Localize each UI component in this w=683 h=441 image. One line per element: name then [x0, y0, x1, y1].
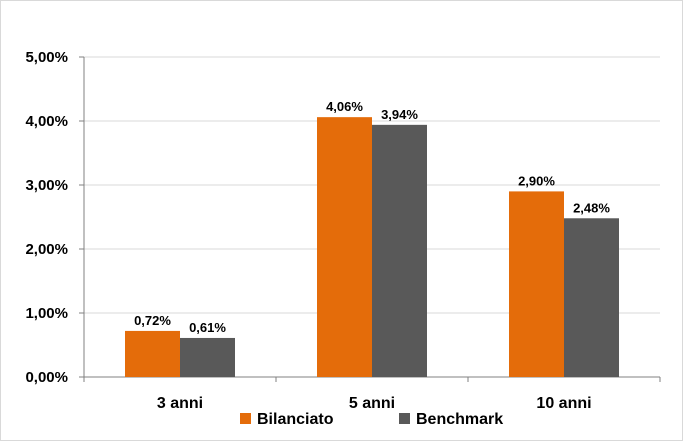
data-labels: 0,72% 0,61% 4,06% 3,94% 2,90% 2,48% [134, 99, 610, 335]
legend: Bilanciato Benchmark [240, 411, 503, 428]
legend-label-benchmark: Benchmark [416, 411, 503, 428]
data-label: 3,94% [381, 107, 418, 122]
x-tick-label: 5 anni [349, 395, 395, 412]
legend-label-bilanciato: Bilanciato [257, 411, 334, 428]
y-tick-label: 2,00% [25, 241, 68, 258]
bar-benchmark [180, 337, 235, 377]
y-tick-label: 0,00% [25, 369, 68, 386]
y-tick-label: 5,00% [25, 49, 68, 66]
legend-swatch-benchmark [399, 413, 410, 424]
legend-swatch-bilanciato [240, 413, 251, 424]
data-label: 2,48% [573, 200, 610, 215]
y-tick-label: 4,00% [25, 113, 68, 130]
data-label: 4,06% [326, 99, 363, 114]
x-tick-label: 3 anni [157, 395, 203, 412]
y-tick-label: 3,00% [25, 177, 68, 194]
bars [125, 117, 619, 377]
data-label: 0,72% [134, 313, 171, 328]
bar-benchmark [564, 218, 619, 377]
x-tick-label: 10 anni [536, 395, 591, 412]
data-label: 0,61% [189, 320, 226, 335]
y-tick-label: 1,00% [25, 305, 68, 322]
bar-bilanciato [509, 191, 564, 377]
bar-bilanciato [125, 330, 180, 377]
bar-bilanciato [317, 117, 372, 377]
bar-benchmark [372, 124, 427, 377]
axes: 0,00% 1,00% 2,00% 3,00% 4,00% 5,00% 3 anni 5 an… [25, 49, 661, 412]
data-label: 2,90% [518, 173, 555, 188]
